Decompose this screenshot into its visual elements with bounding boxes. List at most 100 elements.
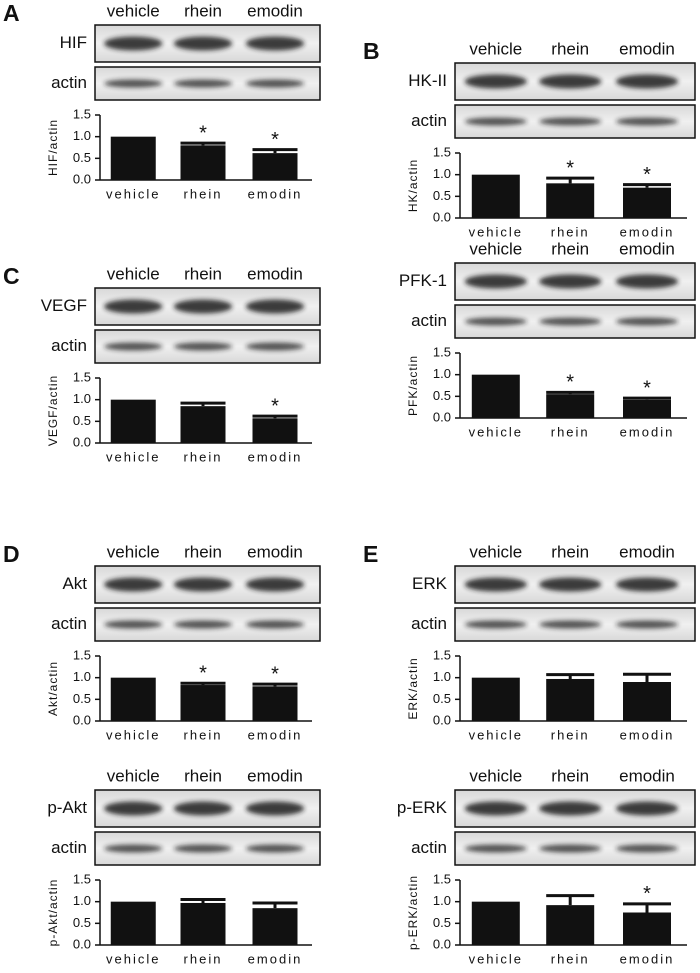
panel-letter: D [3, 541, 20, 567]
y-tick-label: 0.5 [73, 691, 91, 706]
y-tick-label: 1.5 [73, 369, 91, 384]
significance-star: * [566, 372, 574, 394]
blot-band [539, 620, 602, 629]
blot-band [539, 317, 602, 326]
blot-band [173, 79, 233, 88]
y-tick-label: 0.5 [73, 413, 91, 428]
lane-label: vehicle [107, 1, 160, 20]
blot-band [173, 620, 233, 629]
y-tick-label: 1.5 [73, 871, 91, 886]
y-axis-label: HK/actin [406, 159, 420, 212]
y-tick-label: 1.0 [73, 893, 91, 908]
y-tick-label: 0.0 [433, 209, 451, 224]
y-tick-label: 1.0 [73, 669, 91, 684]
bar [180, 406, 226, 443]
x-tick-label: rhein [551, 727, 590, 742]
y-axis-label: VEGF/actin [46, 375, 60, 446]
bar [110, 901, 156, 945]
y-tick-label: 0.5 [433, 691, 451, 706]
blot-band [173, 801, 233, 816]
blot-band [245, 79, 305, 88]
lane-label: vehicle [107, 542, 160, 561]
blot-band [615, 844, 679, 853]
x-tick-label: emodin [248, 951, 303, 966]
bar [252, 418, 298, 443]
lane-label: vehicle [469, 542, 522, 561]
x-tick-label: vehicle [106, 449, 160, 464]
bar [471, 374, 520, 418]
bar [623, 682, 671, 721]
bar [110, 136, 156, 180]
blot-band [464, 801, 527, 816]
blot-band [464, 117, 527, 126]
blot-band [464, 317, 527, 326]
bar [546, 678, 595, 721]
blot-band [173, 577, 233, 592]
y-tick-label: 1.5 [73, 106, 91, 121]
lane-label: vehicle [469, 39, 522, 58]
x-tick-label: emodin [248, 727, 303, 742]
blot-band [539, 274, 602, 289]
lane-label: emodin [619, 239, 675, 258]
x-tick-label: emodin [620, 727, 675, 742]
y-tick-label: 0.0 [73, 434, 91, 449]
bar [546, 394, 595, 418]
significance-star: * [643, 164, 651, 186]
error-bar [252, 682, 298, 687]
blot-band [104, 801, 163, 816]
blot-label: actin [411, 311, 447, 330]
y-axis-label: PFK/actin [406, 355, 420, 416]
bar [180, 902, 226, 945]
blot-band [615, 317, 679, 326]
panel-letter: B [363, 38, 380, 64]
y-tick-label: 1.5 [433, 647, 451, 662]
blot-band [464, 844, 527, 853]
blot-band [245, 844, 305, 853]
x-tick-label: vehicle [106, 951, 160, 966]
significance-star: * [199, 663, 207, 685]
lane-label: rhein [184, 766, 222, 785]
blot-band [173, 844, 233, 853]
significance-star: * [271, 663, 279, 685]
x-tick-label: rhein [551, 951, 590, 966]
x-tick-label: emodin [620, 224, 675, 239]
lane-label: emodin [619, 542, 675, 561]
lane-label: rhein [551, 39, 589, 58]
blot-band [104, 79, 163, 88]
blot-label: actin [51, 614, 87, 633]
significance-star: * [643, 377, 651, 399]
error-bar [623, 396, 671, 400]
bar [110, 399, 156, 443]
blot-band [104, 620, 163, 629]
lane-label: rhein [184, 264, 222, 283]
lane-label: rhein [184, 542, 222, 561]
lane-label: vehicle [469, 766, 522, 785]
y-tick-label: 1.0 [73, 391, 91, 406]
error-bar [546, 894, 595, 906]
blot-band [104, 299, 163, 314]
blot-label: Akt [62, 574, 87, 593]
blot-band [615, 801, 679, 816]
y-axis-label: p-Akt/actin [46, 879, 60, 947]
error-bar [623, 183, 671, 188]
bar [180, 685, 226, 721]
blot-band [539, 844, 602, 853]
y-tick-label: 0.0 [433, 936, 451, 951]
lane-label: rhein [551, 239, 589, 258]
y-tick-label: 1.0 [433, 669, 451, 684]
blot-label: actin [51, 73, 87, 92]
blot-band [173, 299, 233, 314]
y-tick-label: 0.0 [433, 409, 451, 424]
bar [623, 912, 671, 945]
blot-band [245, 342, 305, 351]
blot-label: PFK-1 [399, 271, 447, 290]
error-bar [546, 176, 595, 184]
x-tick-label: vehicle [469, 727, 523, 742]
bar [623, 399, 671, 418]
panel-letter: C [3, 263, 20, 289]
blot-band [245, 801, 305, 816]
y-tick-label: 0.5 [73, 150, 91, 165]
x-tick-label: vehicle [106, 727, 160, 742]
blot-label: actin [411, 838, 447, 857]
error-bar [252, 414, 298, 419]
